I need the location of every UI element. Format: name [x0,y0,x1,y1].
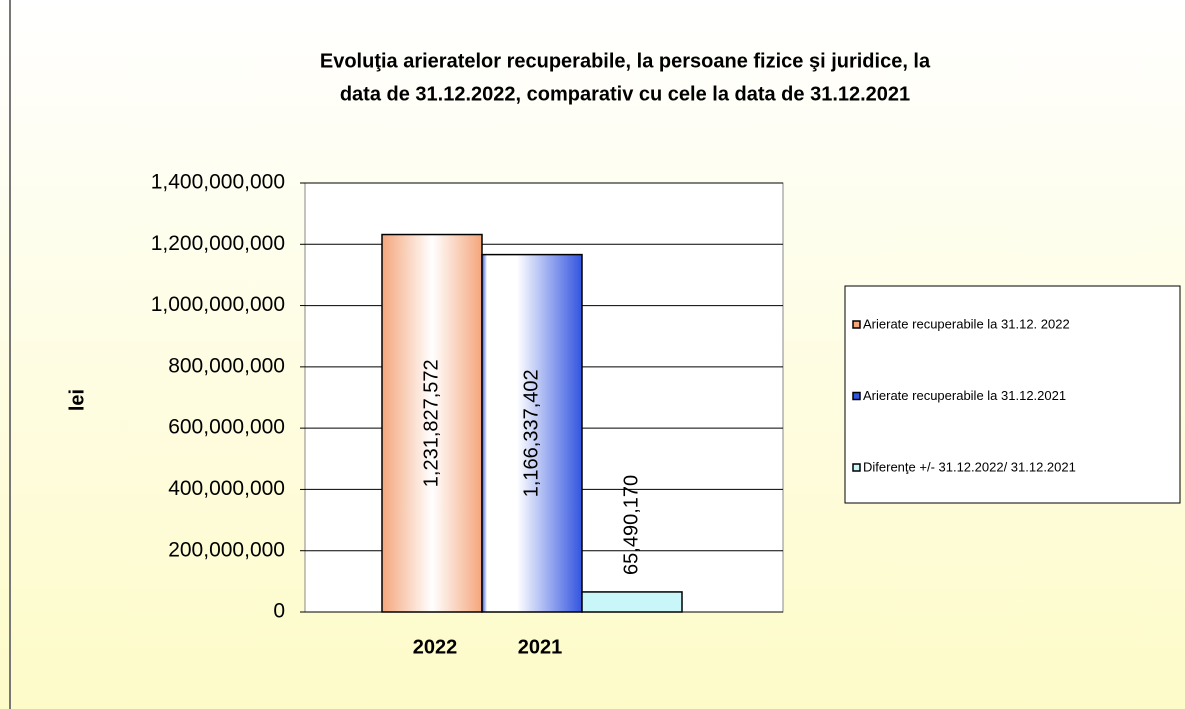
y-tick-label: 1,200,000,000 [151,232,285,255]
y-tick-label: 400,000,000 [168,477,285,500]
legend-swatch [852,463,861,472]
data-label: 1,166,337,402 [520,369,542,497]
y-tick-label: 1,000,000,000 [151,293,285,316]
bar [481,253,583,613]
y-tick-label: 0 [273,600,285,623]
legend-swatch [852,391,861,401]
legend-label: Arierate recuperabile la 31.12. 2022 [863,316,1070,331]
y-tick-label: 800,000,000 [168,354,285,377]
y-axis-label: lei [66,389,88,411]
x-tick-label: 2022 [413,636,458,658]
data-label: 1,231,827,572 [420,359,442,487]
y-tick-label: 600,000,000 [168,416,285,439]
legend-label: Arierate recuperabile la 31.12.2021 [863,388,1066,403]
chart-title: data de 31.12.2022, comparativ cu cele l… [340,83,910,105]
chart-title: Evoluţia arieratelor recuperabile, la pe… [320,50,931,72]
y-tick-label: 200,000,000 [168,538,285,561]
bar [381,233,483,613]
x-tick-label: 2021 [518,636,563,658]
legend-box [844,285,1181,504]
bar [581,591,683,613]
legend-swatch [852,320,861,329]
y-tick-label: 1,400,000,000 [151,171,285,194]
data-label: 65,490,170 [620,475,642,575]
legend-label: Diferenţe +/- 31.12.2022/ 31.12.2021 [863,459,1076,474]
